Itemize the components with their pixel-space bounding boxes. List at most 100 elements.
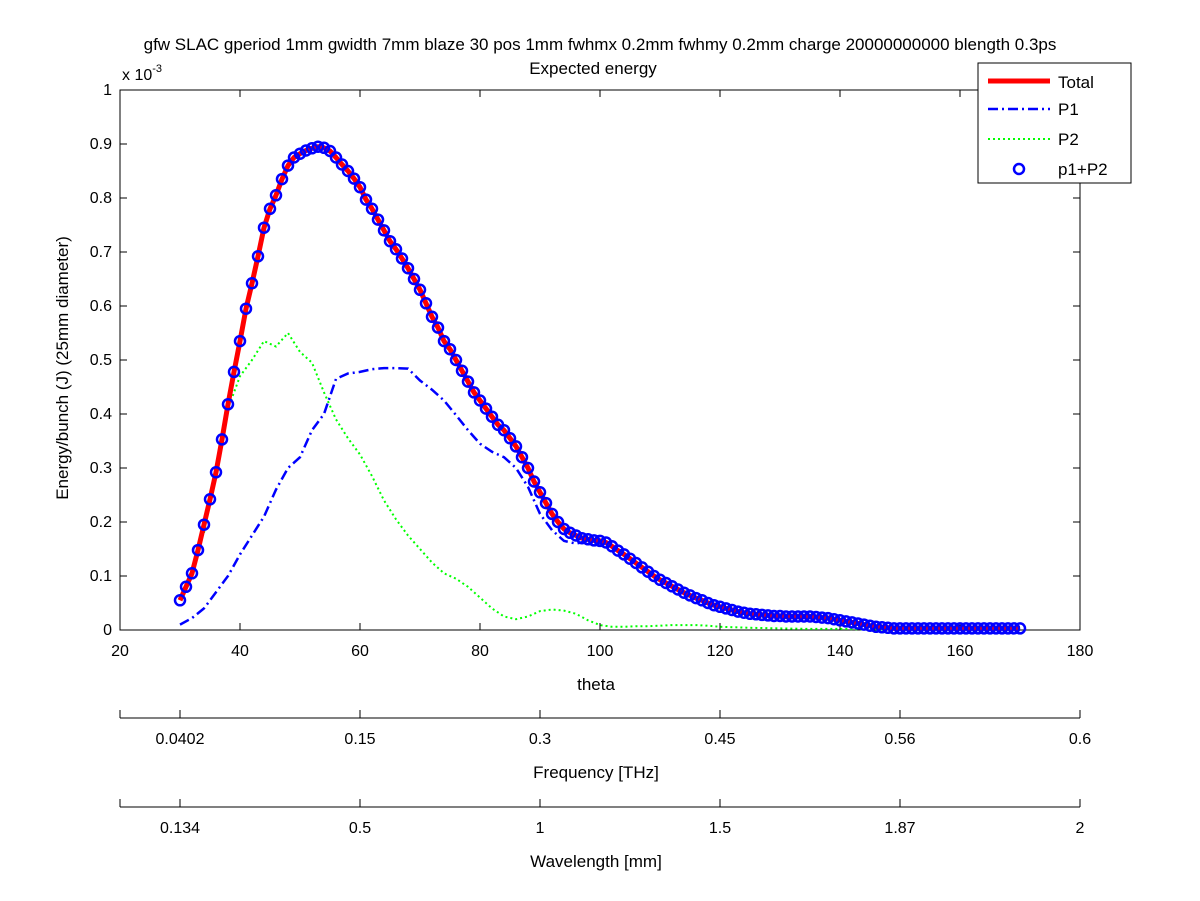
series-marker-p1p2	[893, 622, 907, 635]
series-marker-p1p2	[707, 598, 721, 612]
series-marker-p1p2	[743, 607, 757, 621]
series-marker-p1p2	[947, 622, 961, 635]
chart-subtitle: Expected energy	[529, 59, 657, 78]
series-marker-p1p2	[533, 486, 547, 499]
series-marker-p1p2	[869, 620, 883, 634]
series-marker-p1p2	[215, 433, 229, 446]
series-marker-p1p2	[995, 622, 1009, 635]
legend-label-p1: P1	[1058, 100, 1079, 119]
series-marker-p1p2	[581, 533, 595, 546]
series-marker-p1p2	[425, 310, 439, 324]
legend-label-total: Total	[1058, 73, 1094, 92]
series-marker-p1p2	[527, 475, 541, 488]
x-tick-label: 180	[1067, 643, 1094, 660]
series-marker-p1p2	[539, 496, 553, 510]
series-marker-p1p2	[821, 611, 835, 625]
series-marker-p1p2	[485, 410, 499, 423]
series-marker-p1p2	[749, 608, 763, 621]
series-marker-p1p2	[827, 612, 841, 626]
series-marker-p1p2	[203, 493, 217, 506]
series-marker-p1p2	[737, 606, 751, 619]
series-marker-p1p2	[179, 580, 193, 594]
series-marker-p1p2	[1007, 622, 1021, 635]
series-marker-p1p2	[875, 621, 889, 634]
x-tick-label: 100	[587, 643, 614, 660]
series-marker-p1p2	[509, 440, 523, 453]
series-marker-p1p2	[977, 622, 991, 635]
series-marker-p1p2	[899, 622, 913, 635]
series-marker-p1p2	[473, 394, 487, 407]
series-marker-p1p2	[653, 573, 667, 587]
series-marker-p1p2	[197, 518, 211, 531]
series-marker-p1p2	[941, 622, 955, 635]
series-marker-p1p2	[935, 622, 949, 635]
x-tick-label: 20	[111, 643, 129, 660]
series-marker-p1p2	[569, 529, 583, 542]
series-marker-p1p2	[815, 611, 829, 624]
series-marker-p1p2	[887, 622, 901, 635]
series-marker-p1p2	[779, 610, 793, 623]
series-marker-p1p2	[455, 364, 469, 378]
series-marker-p1p2	[401, 261, 415, 275]
series-marker-p1p2	[929, 622, 943, 635]
series-marker-p1p2	[419, 297, 433, 310]
series-marker-p1p2	[665, 580, 679, 593]
legend-label-p2: P2	[1058, 130, 1079, 149]
series-marker-p1p2	[221, 398, 235, 411]
series-marker-p1p2	[341, 164, 355, 178]
series-marker-p1p2	[1013, 622, 1027, 635]
y-tick-label: 0.5	[90, 352, 112, 369]
series-marker-p1p2	[833, 614, 847, 627]
series-marker-p1p2	[689, 591, 703, 605]
legend-label-p1p2: p1+P2	[1058, 160, 1108, 179]
secondary-axis-tick-label: 2	[1076, 820, 1085, 837]
legend-swatch-p1p2	[1012, 162, 1026, 176]
series-marker-p1p2	[173, 594, 187, 607]
series-marker-p1p2	[209, 466, 223, 479]
series-marker-p1p2	[293, 147, 307, 160]
series-marker-p1p2	[305, 142, 319, 155]
series-marker-p1p2	[695, 594, 709, 607]
series-marker-p1p2	[881, 621, 895, 635]
series-marker-p1p2	[359, 193, 373, 206]
series-marker-p1p2	[953, 622, 967, 635]
x-tick-label: 80	[471, 643, 489, 660]
series-marker-p1p2	[389, 243, 403, 256]
series-marker-p1p2	[965, 622, 979, 635]
x-axis-label: theta	[577, 675, 615, 694]
series-marker-p1p2	[797, 610, 811, 623]
series-marker-p1p2	[515, 450, 529, 464]
series-marker-p1p2	[431, 321, 445, 334]
series-marker-p1p2	[257, 221, 271, 234]
series-marker-p1p2	[761, 609, 775, 622]
y-tick-label: 0.2	[90, 514, 112, 531]
series-marker-p1p2	[407, 272, 421, 286]
y-tick-label: 0.8	[90, 190, 112, 207]
series-marker-p1p2	[917, 622, 931, 635]
x-tick-label: 120	[707, 643, 734, 660]
x-tick-label: 160	[947, 643, 974, 660]
x-tick-label: 40	[231, 643, 249, 660]
series-marker-p1p2	[227, 365, 241, 379]
series-line-p2	[203, 331, 1020, 631]
y-tick-label: 0.3	[90, 460, 112, 477]
series-marker-p1p2	[863, 619, 877, 632]
secondary-axis-tick-label: 0.134	[160, 820, 200, 837]
series-marker-p1p2	[353, 180, 367, 194]
series-marker-p1p2	[479, 402, 493, 415]
y-tick-label: 0	[103, 622, 112, 639]
secondary-axis-tick-label: 0.15	[344, 731, 375, 748]
series-marker-p1p2	[551, 515, 565, 529]
series-marker-p1p2	[713, 600, 727, 614]
series-marker-p1p2	[671, 583, 685, 596]
series-marker-p1p2	[989, 622, 1003, 635]
series-marker-p1p2	[437, 334, 451, 348]
secondary-axis-tick-label: 1.87	[884, 820, 915, 837]
series-marker-p1p2	[329, 151, 343, 164]
series-marker-p1p2	[725, 603, 739, 617]
series-marker-p1p2	[773, 609, 787, 623]
series-marker-p1p2	[809, 610, 823, 624]
secondary-axis-tick-label: 0.3	[529, 731, 551, 748]
wavelength-axis-label: Wavelength [mm]	[530, 852, 662, 871]
